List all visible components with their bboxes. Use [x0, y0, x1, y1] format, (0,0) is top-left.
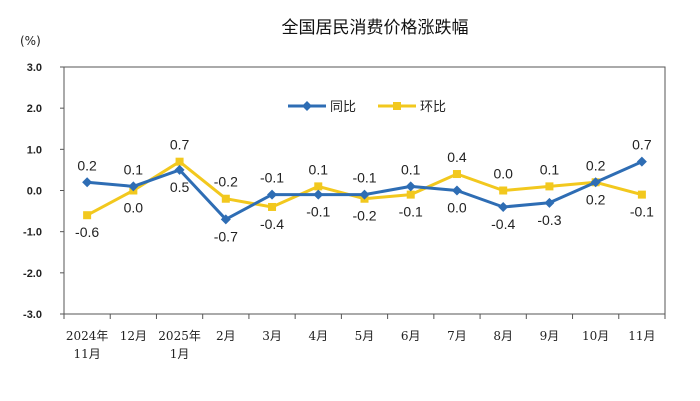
data-label: 0.2: [77, 157, 97, 173]
legend-marker-diamond: [302, 101, 312, 111]
x-tick-label: 6月: [401, 329, 421, 343]
data-label: -0.6: [75, 224, 99, 240]
series-point-diamond: [590, 177, 601, 188]
x-tick-label: 2月: [216, 329, 236, 343]
data-label: 0.1: [401, 161, 421, 177]
series-point-square: [175, 157, 184, 166]
data-label: -0.4: [491, 216, 515, 232]
series-point-diamond: [220, 214, 231, 225]
series-point-diamond: [544, 197, 555, 208]
series-point-diamond: [451, 185, 462, 196]
series-point-square: [314, 182, 323, 191]
data-label: -0.1: [630, 204, 654, 220]
series-point-square: [499, 186, 508, 195]
data-labels: 0.2 0.1 0.5 -0.7 -0.1 -0.1 -0.1 0.1 0.0 -0.4 -0.3 0…: [75, 137, 654, 245]
data-label: -0.1: [399, 204, 423, 220]
x-tick-label: 11月: [73, 347, 100, 361]
x-tick-label: 2025年: [158, 329, 201, 343]
legend: 同比 环比: [288, 100, 446, 115]
x-tick-label: 5月: [355, 329, 375, 343]
x-tick-label: 10月: [582, 329, 609, 343]
x-tick-label: 8月: [493, 329, 513, 343]
data-label: 0.5: [170, 179, 190, 195]
x-tick-label: 11月: [628, 329, 655, 343]
series-point-diamond: [636, 156, 647, 167]
y-tick-label: 3.0: [27, 62, 42, 74]
data-label: 0.2: [586, 157, 606, 173]
series-point-square: [452, 170, 461, 179]
data-label: -0.1: [306, 204, 330, 220]
series-point-diamond: [313, 189, 324, 200]
x-tick-label: 1月: [170, 347, 190, 361]
series-point-square: [637, 190, 646, 199]
data-label: 0.0: [124, 200, 144, 216]
data-label: 0.1: [124, 161, 144, 177]
x-tick-label: 4月: [308, 329, 328, 343]
data-label: 0.0: [447, 200, 467, 216]
y-tick-label: 0.0: [27, 186, 42, 198]
data-label: 0.0: [493, 166, 513, 182]
chart-title: 全国居民消费价格涨跌幅: [282, 18, 469, 38]
y-tick-label: -2.0: [23, 268, 42, 280]
data-label: 0.2: [586, 191, 606, 207]
x-tick-label: 2024年: [66, 329, 109, 343]
x-tick-label: 3月: [262, 329, 282, 343]
y-axis-ticks: 3.0 2.0 1.0 0.0 -1.0 -2.0 -3.0: [23, 62, 64, 321]
series-point-square: [268, 202, 277, 211]
legend-label: 环比: [420, 100, 446, 115]
series-point-diamond: [405, 181, 416, 192]
series-point-diamond: [174, 164, 185, 175]
legend-marker-square: [393, 102, 401, 110]
data-label: 0.7: [170, 137, 190, 153]
data-label: 0.1: [309, 161, 329, 177]
y-tick-label: -3.0: [23, 309, 42, 321]
x-tick-label: 7月: [447, 329, 467, 343]
data-label: -0.1: [260, 170, 284, 186]
data-label: -0.4: [260, 216, 284, 232]
series-point-square: [406, 190, 415, 199]
data-label: -0.3: [537, 212, 561, 228]
x-tick-label: 12月: [120, 329, 147, 343]
data-label: -0.1: [352, 170, 376, 186]
series-point-diamond: [128, 181, 139, 192]
series-point-diamond: [498, 201, 509, 212]
series-point-square: [221, 194, 230, 203]
series-point-diamond: [267, 189, 278, 200]
legend-label: 同比: [330, 100, 356, 115]
series-point-diamond: [359, 189, 370, 200]
x-tick-label: 9月: [540, 329, 560, 343]
series-point-square: [545, 182, 554, 191]
y-tick-label: 1.0: [27, 144, 42, 156]
data-label: 0.4: [447, 149, 467, 165]
data-label: 0.7: [632, 137, 652, 153]
data-label: -0.2: [214, 174, 238, 190]
series-point-square: [83, 211, 92, 220]
data-label: 0.1: [540, 161, 560, 177]
x-axis-ticks: 2024年 11月 12月 2025年 1月 2月 3月 4月 5月 6月 7月 8月 9月 10月 11月: [63, 314, 666, 361]
data-label: -0.7: [214, 228, 238, 244]
series-layer: [82, 156, 647, 225]
data-label: -0.2: [352, 208, 376, 224]
y-tick-label: 2.0: [27, 103, 42, 115]
unit-label: (%): [20, 34, 41, 48]
series-point-diamond: [82, 177, 93, 188]
y-tick-label: -1.0: [23, 227, 42, 239]
